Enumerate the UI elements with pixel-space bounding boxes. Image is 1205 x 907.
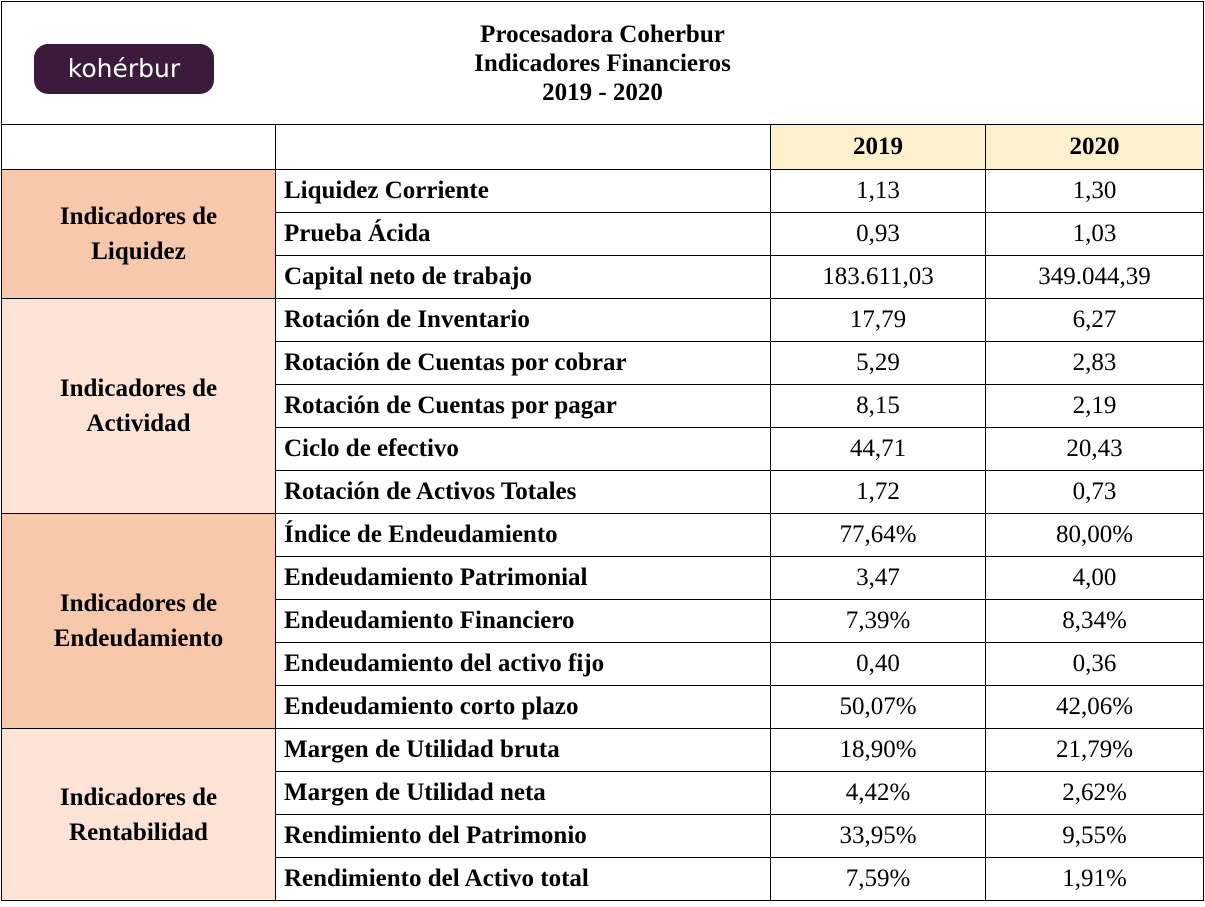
- indicator-value: 50,07%: [770, 685, 986, 729]
- indicator-value: 1,03: [985, 212, 1204, 256]
- indicator-value: 42,06%: [985, 685, 1204, 729]
- indicator-value: 2,62%: [985, 771, 1204, 815]
- data-row: Endeudamiento del activo fijo 0,40 0,36: [2, 642, 1204, 686]
- indicator-value: 1,91%: [985, 857, 1204, 901]
- indicator-value: 18,90%: [770, 728, 986, 772]
- title-line: 2019 - 2020: [542, 78, 663, 106]
- data-row: Rotación de Activos Totales 1,72 0,73: [2, 470, 1204, 514]
- indicator-value: 7,39%: [770, 599, 986, 643]
- indicator-value: 77,64%: [770, 513, 986, 557]
- indicator-name: Capital neto de trabajo: [275, 255, 771, 299]
- indicator-value: 1,13: [770, 169, 986, 213]
- indicator-value: 349.044,39: [985, 255, 1204, 299]
- indicator-value: 2,83: [985, 341, 1204, 385]
- indicator-value: 20,43: [985, 427, 1204, 471]
- empty-cell: [275, 124, 771, 170]
- indicator-value: 80,00%: [985, 513, 1204, 557]
- indicator-value: 21,79%: [985, 728, 1204, 772]
- indicator-value: 0,40: [770, 642, 986, 686]
- indicator-value: 5,29: [770, 341, 986, 385]
- indicator-name: Margen de Utilidad bruta: [275, 728, 771, 772]
- indicator-value: 2,19: [985, 384, 1204, 428]
- indicator-value: 183.611,03: [770, 255, 986, 299]
- indicator-name: Ciclo de efectivo: [275, 427, 771, 471]
- indicator-name: Rotación de Cuentas por pagar: [275, 384, 771, 428]
- data-row: Margen de Utilidad neta 4,42% 2,62%: [2, 771, 1204, 815]
- group-label: Indicadores de Rentabilidad: [1, 728, 276, 901]
- data-row: Rotación de Cuentas por cobrar 5,29 2,83: [2, 341, 1204, 385]
- indicator-name: Endeudamiento Patrimonial: [275, 556, 771, 600]
- data-row: Indicadores de Endeudamiento Índice de En…: [1, 513, 1204, 729]
- indicator-name: Rotación de Activos Totales: [275, 470, 771, 514]
- data-row: Endeudamiento Patrimonial 3,47 4,00: [2, 556, 1204, 600]
- group-label: Indicadores de Actividad: [1, 298, 276, 514]
- title-line: Indicadores Financieros: [474, 49, 731, 77]
- indicator-value: 0,36: [985, 642, 1204, 686]
- indicator-value: 4,00: [985, 556, 1204, 600]
- data-row: Rendimiento del Activo total 7,59% 1,91%: [2, 857, 1204, 901]
- indicator-name: Rotación de Inventario: [275, 298, 771, 342]
- indicator-value: 33,95%: [770, 814, 986, 858]
- indicator-name: Rendimiento del Activo total: [275, 857, 771, 901]
- title-row: kohérbur Procesadora Coherbur Indicadore…: [1, 1, 1204, 125]
- data-row: Rendimiento del Patrimonio 33,95% 9,55%: [2, 814, 1204, 858]
- data-row: Indicadores de Rentabilidad Margen de Uti…: [1, 728, 1204, 901]
- indicator-value: 7,59%: [770, 857, 986, 901]
- indicator-value: 0,93: [770, 212, 986, 256]
- indicator-value: 1,30: [985, 169, 1204, 213]
- indicator-name: Endeudamiento del activo fijo: [275, 642, 771, 686]
- data-row: Indicadores de Actividad Rotación de Inve…: [1, 298, 1204, 514]
- indicator-value: 0,73: [985, 470, 1204, 514]
- data-row: Endeudamiento Financiero 7,39% 8,34%: [2, 599, 1204, 643]
- data-row: Indicadores de Liquidez Liquidez Corrient…: [1, 169, 1204, 299]
- indicator-value: 9,55%: [985, 814, 1204, 858]
- empty-cell: [1, 124, 276, 170]
- title-cell: kohérbur Procesadora Coherbur Indicadore…: [1, 1, 1204, 125]
- indicator-value: 3,47: [770, 556, 986, 600]
- indicator-value: 44,71: [770, 427, 986, 471]
- column-header: 2020: [985, 124, 1204, 170]
- indicator-name: Índice de Endeudamiento: [275, 513, 771, 557]
- header-row: 2019 2020: [1, 124, 1204, 170]
- group-label: Indicadores de Liquidez: [1, 169, 276, 299]
- data-row: Capital neto de trabajo 183.611,03 349.044…: [2, 255, 1204, 299]
- data-row: Ciclo de efectivo 44,71 20,43: [2, 427, 1204, 471]
- indicator-name: Endeudamiento corto plazo: [275, 685, 771, 729]
- indicator-value: 4,42%: [770, 771, 986, 815]
- data-row: Endeudamiento corto plazo 50,07% 42,06%: [2, 685, 1204, 729]
- indicator-name: Prueba Ácida: [275, 212, 771, 256]
- indicator-name: Rendimiento del Patrimonio: [275, 814, 771, 858]
- data-row: Rotación de Cuentas por pagar 8,15 2,19: [2, 384, 1204, 428]
- indicator-value: 6,27: [985, 298, 1204, 342]
- indicator-name: Rotación de Cuentas por cobrar: [275, 341, 771, 385]
- indicator-value: 8,15: [770, 384, 986, 428]
- indicator-value: 1,72: [770, 470, 986, 514]
- title-line: Procesadora Coherbur: [480, 20, 725, 48]
- indicator-name: Endeudamiento Financiero: [275, 599, 771, 643]
- column-header: 2019: [770, 124, 986, 170]
- indicator-name: Liquidez Corriente: [275, 169, 771, 213]
- indicator-value: 8,34%: [985, 599, 1204, 643]
- indicator-name: Margen de Utilidad neta: [275, 771, 771, 815]
- logo: kohérbur: [34, 44, 214, 94]
- indicator-value: 17,79: [770, 298, 986, 342]
- group-label: Indicadores de Endeudamiento: [1, 513, 276, 729]
